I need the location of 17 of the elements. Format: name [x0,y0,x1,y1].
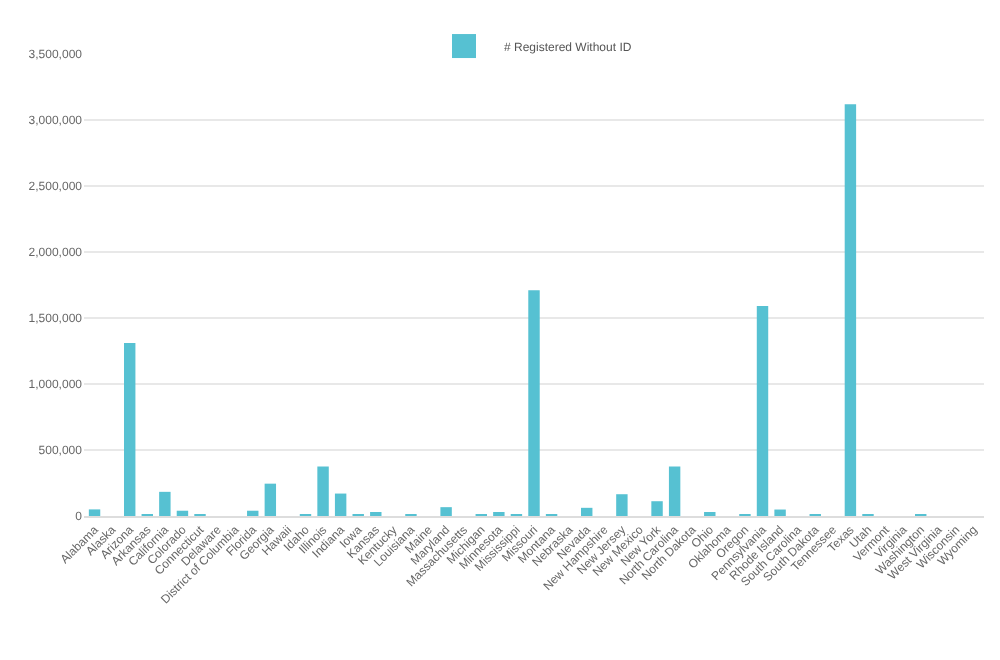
bar [668,466,681,516]
bar [159,491,171,516]
bar [440,507,452,516]
bar [651,501,663,516]
bar [247,510,259,516]
bar [581,507,593,516]
bar [176,510,189,516]
bar [264,483,277,516]
bar [317,466,329,516]
bar [844,104,857,516]
bar [124,343,136,516]
bar [88,509,101,516]
bar [774,509,786,516]
bar [528,290,540,516]
bar [616,494,628,516]
bar [334,493,347,516]
bar [756,306,769,516]
